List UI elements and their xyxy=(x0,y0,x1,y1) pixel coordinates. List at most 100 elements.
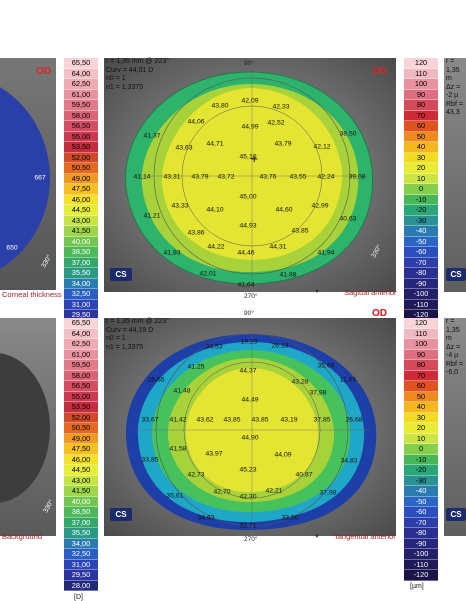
map-value: 43,76 xyxy=(259,173,277,181)
scale-cell: 61,00 xyxy=(64,89,98,100)
scale-cell: 64,00 xyxy=(64,328,98,339)
scale-cell: 100 xyxy=(404,79,438,90)
scale-cell: 80 xyxy=(404,360,438,371)
scale-cell: 50,50 xyxy=(64,423,98,434)
scale-cell: -80 xyxy=(404,268,438,279)
scale-cell: 120 xyxy=(404,58,438,69)
angle-label: 90° xyxy=(244,60,254,67)
scale-cell: 56,50 xyxy=(64,121,98,132)
scale-cell: 43,00 xyxy=(64,475,98,486)
map-caption: Corneal thickness xyxy=(2,290,62,299)
map-value: 42,99 xyxy=(311,202,329,210)
scale-cell: 59,50 xyxy=(64,360,98,371)
scale-cell: -20 xyxy=(404,205,438,216)
param-line: Rbf = -6,0 xyxy=(446,360,463,377)
scale-cell: 90 xyxy=(404,89,438,100)
map-value: 45,23 xyxy=(239,466,257,474)
map-value: 34,83 xyxy=(340,457,358,465)
od-label: OD xyxy=(372,308,387,319)
scale-cell: 61,00 xyxy=(64,349,98,360)
scale-cell: -100 xyxy=(404,549,438,560)
angle-label: 330° xyxy=(40,253,54,270)
scale-cell: 41,50 xyxy=(64,226,98,237)
scale-cell: 10 xyxy=(404,433,438,444)
scale-cell: -110 xyxy=(404,559,438,570)
map-value: 43,85 xyxy=(291,227,309,235)
map-caption: Background xyxy=(2,532,43,541)
scale-cell: -10 xyxy=(404,454,438,465)
scale-cell: 59,50 xyxy=(64,100,98,111)
map-value: 43,28 xyxy=(291,378,309,386)
map-value: 41,14 xyxy=(133,173,151,181)
scale-cell: 35,50 xyxy=(64,268,98,279)
scale-cell: 49,00 xyxy=(64,433,98,444)
map-value: 43,19 xyxy=(280,416,298,424)
scale-cell: 55,00 xyxy=(64,391,98,402)
map-value: 41,64 xyxy=(237,281,255,289)
map-value: 41,21 xyxy=(143,212,161,220)
scale-cell: -70 xyxy=(404,517,438,528)
pupil-region xyxy=(0,353,50,503)
map-value: 44,31 xyxy=(269,243,287,251)
scale-cell: 37,00 xyxy=(64,257,98,268)
scale-cell: 0 xyxy=(404,444,438,455)
elevation-color-scale: 120 110 100 90 80 70 60 50 40 30 20 10 0 -10 -20 -30 -40… xyxy=(404,318,438,581)
scale-cell: -100 xyxy=(404,289,438,300)
scale-cell: -20 xyxy=(404,465,438,476)
param-line: r = 1,35 m xyxy=(446,58,460,82)
cso-logo: CS xyxy=(110,268,132,281)
scale-cell: 65,50 xyxy=(64,318,98,329)
map-caption: Sagittal anterior xyxy=(344,288,397,297)
map-value: 44,90 xyxy=(241,434,259,442)
map-value: 33,90 xyxy=(281,514,299,522)
param-line: r = 1,35 m xyxy=(446,318,460,342)
map-value: 43,80 xyxy=(211,102,229,110)
param-line: r = 1,35 mm @ 223° xyxy=(106,58,170,65)
scale-cell: 47,50 xyxy=(64,444,98,455)
map-value: 44,09 xyxy=(274,451,292,459)
scale-cell: 70 xyxy=(404,370,438,381)
map-value: 37,85 xyxy=(313,416,331,424)
map-value: 41,93 xyxy=(163,249,181,257)
cso-logo: CS xyxy=(446,508,466,521)
scale-cell: 50,50 xyxy=(64,163,98,174)
scale-cell: 31,00 xyxy=(64,559,98,570)
scale-cell: 38,50 xyxy=(64,247,98,258)
scale-cell: 49,00 xyxy=(64,173,98,184)
param-line: Curv = 44,01 D xyxy=(106,66,154,74)
map-value: 43,31 xyxy=(163,173,181,181)
map-value: 44,60 xyxy=(275,206,293,214)
angle-label: 270° xyxy=(244,536,258,543)
map-value: 19,20 xyxy=(240,338,258,346)
elevation-map-partial xyxy=(444,318,466,536)
scale-cell: 70 xyxy=(404,110,438,121)
scale-cell: -110 xyxy=(404,299,438,310)
scale-cell: -30 xyxy=(404,215,438,226)
param-line: Rbf = 43,3 xyxy=(446,100,463,117)
elevation-params: r = 1,35 m Δz = -4 µ Rbf = -6,0 xyxy=(446,318,466,378)
map-value: 43,62 xyxy=(196,416,214,424)
scale-cell: -70 xyxy=(404,257,438,268)
dropdown-arrow-icon[interactable]: ▼ xyxy=(314,534,320,540)
scale-cell: 44,50 xyxy=(64,205,98,216)
scale-cell: 34,00 xyxy=(64,278,98,289)
scale-cell: 62,50 xyxy=(64,79,98,90)
map-value: 42,24 xyxy=(317,173,335,181)
map-value: 42,09 xyxy=(241,97,259,105)
map-params: r = 1,35 mm @ 223° Curv = 44,19 D n0 = 1… xyxy=(106,318,169,352)
map-value: 44,99 xyxy=(241,123,259,131)
dropdown-arrow-icon[interactable]: ▼ xyxy=(314,289,320,295)
param-line: n0 = 1 xyxy=(106,75,126,82)
scale-cell: 29,50 xyxy=(64,570,98,581)
scale-cell: -40 xyxy=(404,486,438,497)
scale-cell: 58,00 xyxy=(64,370,98,381)
param-line: n1 = 1,3375 xyxy=(106,343,144,351)
svg-text:+: + xyxy=(250,154,258,165)
scale-cell: 90 xyxy=(404,349,438,360)
map-value: 38,50 xyxy=(339,130,357,138)
map-overlay xyxy=(125,326,377,532)
param-line: n1 = 1,3375 xyxy=(106,83,144,91)
map-value: 44,06 xyxy=(187,118,205,126)
map-value: 44,46 xyxy=(237,249,255,257)
tangential-anterior-map xyxy=(104,318,396,536)
